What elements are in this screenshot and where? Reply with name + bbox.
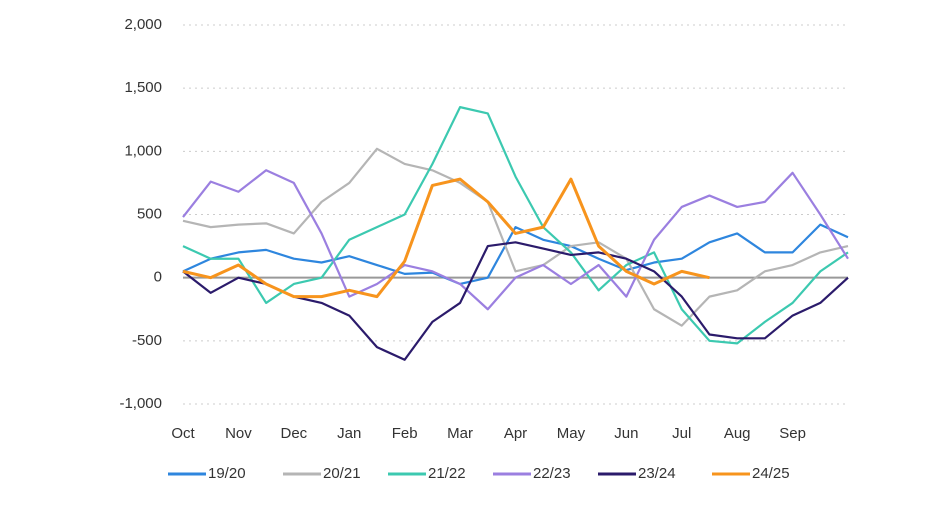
y-tick-label: 1,000 [124, 142, 162, 159]
y-tick-label: -1,000 [119, 395, 162, 412]
x-tick-label: Sep [779, 425, 806, 442]
legend-label: 20/21 [323, 465, 361, 482]
series-line [182, 223, 849, 286]
y-tick-label: 500 [137, 205, 162, 222]
x-tick-label: Apr [504, 425, 527, 442]
series-line [182, 177, 710, 299]
series-line [182, 147, 849, 327]
y-tick-label: -500 [132, 332, 162, 349]
legend-label: 22/23 [533, 465, 571, 482]
series-line [182, 169, 849, 311]
y-tick-label: 2,000 [124, 16, 162, 33]
legend-label: 21/22 [428, 465, 466, 482]
x-tick-label: Feb [392, 425, 418, 442]
x-tick-label: Jan [337, 425, 361, 442]
legend-label: 19/20 [208, 465, 246, 482]
x-tick-label: Nov [225, 425, 252, 442]
legend-label: 24/25 [752, 465, 790, 482]
legend-label: 23/24 [638, 465, 676, 482]
series-line [182, 106, 849, 345]
x-tick-label: Dec [280, 425, 307, 442]
x-tick-label: Aug [724, 425, 751, 442]
y-tick-label: 1,500 [124, 79, 162, 96]
y-tick-label: 0 [154, 269, 162, 286]
x-tick-label: Jun [614, 425, 638, 442]
x-tick-label: Jul [672, 425, 691, 442]
x-tick-label: Mar [447, 425, 473, 442]
x-tick-label: May [557, 425, 586, 442]
series-line [182, 241, 849, 361]
x-tick-label: Oct [171, 425, 195, 442]
